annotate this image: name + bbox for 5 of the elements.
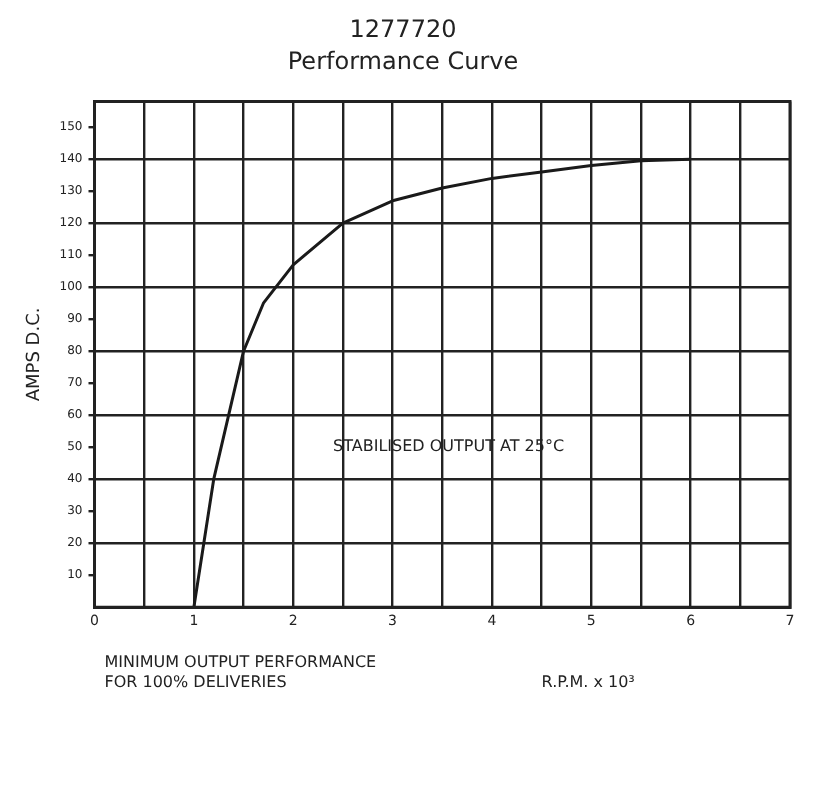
x-axis-title: R.P.M. x 10³ [541,673,635,692]
text: MINIMUM OUTPUT PERFORMANCE FOR 100% DELIVERIES [104,653,377,692]
chart-title: 1277720 [349,14,457,43]
y-axis-title: AMPS D.C. [25,307,46,402]
chart-subtitle: Performance Curve [287,47,519,76]
